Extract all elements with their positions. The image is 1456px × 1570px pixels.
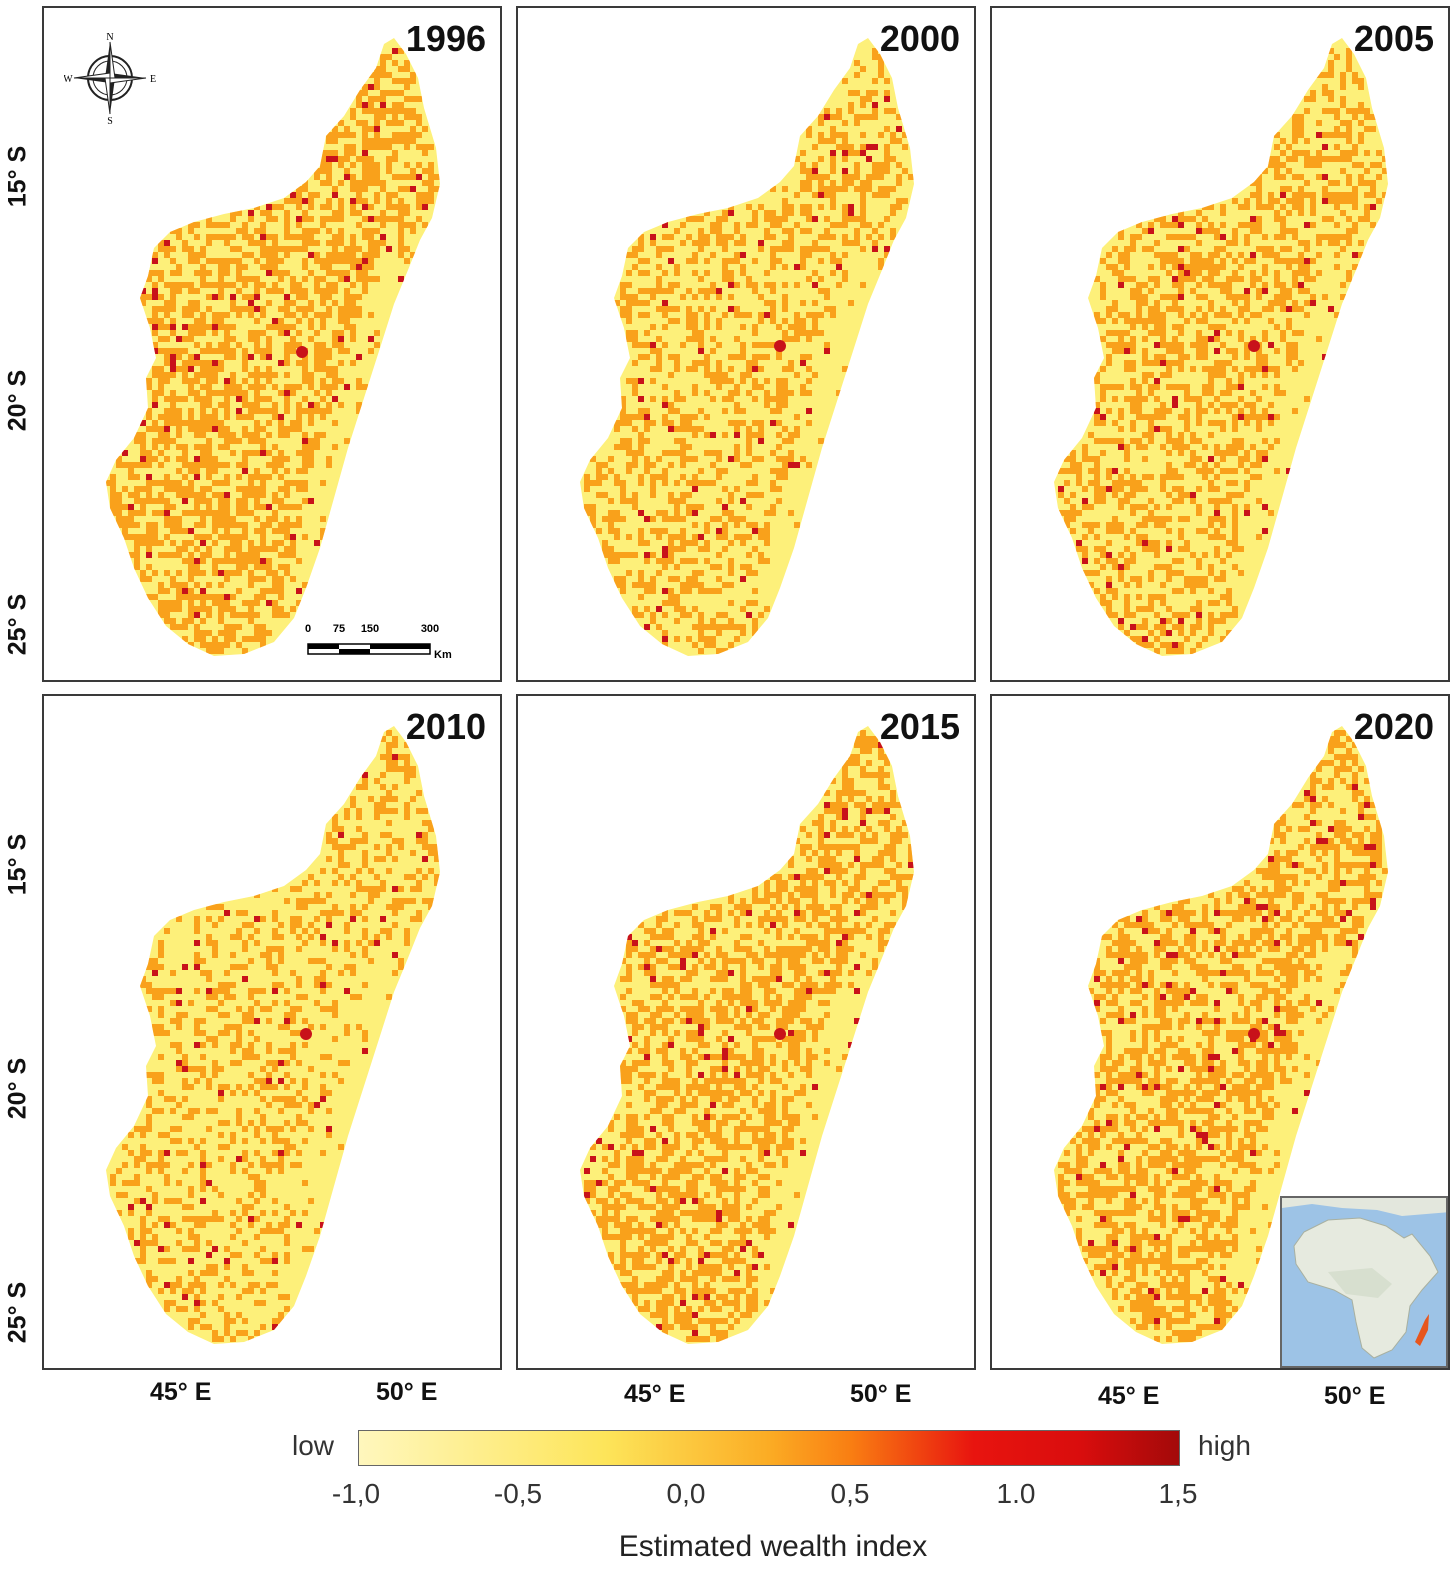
longitude-label: 50° E <box>376 1378 438 1406</box>
latitude-label: 20° S <box>3 369 32 432</box>
capital-hotspot <box>774 1028 786 1040</box>
compass-e: E <box>150 74 156 85</box>
latitude-label: 20° S <box>3 1057 32 1120</box>
madagascar-map <box>580 38 914 656</box>
legend-low-label: low <box>292 1430 335 1461</box>
compass-rose-icon: N S E W <box>64 32 156 124</box>
scale-unit: Km <box>434 649 452 661</box>
africa-locator-inset <box>1280 1196 1448 1368</box>
capital-hotspot <box>1248 1028 1260 1040</box>
panel-year: 2015 <box>879 706 960 747</box>
latitude-label: 15° S <box>3 145 32 208</box>
map-panel-1996: 1996 N S E W 0 75 150 300 Km <box>42 6 502 682</box>
panel-year: 1996 <box>405 18 486 59</box>
legend-tick: 0,5 <box>830 1478 870 1509</box>
panel-year: 2005 <box>1353 18 1434 59</box>
legend-title: Estimated wealth index <box>618 1530 928 1563</box>
latitude-label: 15° S <box>3 833 32 896</box>
panel-year: 2020 <box>1353 706 1434 747</box>
map-panel-2015: 2015 <box>516 694 976 1370</box>
madagascar-map <box>580 726 914 1344</box>
capital-hotspot <box>774 340 786 352</box>
wealth-raster <box>1058 48 1388 654</box>
madagascar-map <box>1054 38 1388 656</box>
longitude-label: 50° E <box>1324 1382 1386 1410</box>
capital-hotspot <box>300 1028 312 1040</box>
capital-hotspot <box>296 346 308 358</box>
compass-s: S <box>107 116 113 124</box>
panel-year: 2000 <box>879 18 960 59</box>
map-panel-2020: 2020 <box>990 694 1450 1370</box>
latitude-label: 25° S <box>3 593 32 656</box>
wealth-raster <box>110 730 440 1342</box>
panel-year: 2010 <box>405 706 486 747</box>
wealth-raster <box>584 48 914 654</box>
madagascar-map <box>106 38 440 656</box>
latitude-label: 25° S <box>3 1281 32 1344</box>
legend-tick: 0,0 <box>666 1478 706 1509</box>
africa-locator-map <box>1282 1198 1446 1366</box>
map-panel-2000: 2000 <box>516 6 976 682</box>
capital-hotspot <box>1248 340 1260 352</box>
wealth-raster <box>1058 730 1388 1342</box>
compass-n: N <box>106 32 113 43</box>
map-panel-2005: 2005 <box>990 6 1450 682</box>
scale-tick: 0 <box>305 623 311 635</box>
wealth-raster <box>584 730 914 1342</box>
map-panel-2010: 2010 <box>42 694 502 1370</box>
legend-tick: -1,0 <box>331 1478 381 1509</box>
legend-color-bar <box>358 1430 1180 1466</box>
legend-tick: 1,5 <box>1158 1478 1198 1509</box>
longitude-label: 50° E <box>850 1380 912 1408</box>
madagascar-map <box>1054 726 1388 1344</box>
legend-high-label: high <box>1198 1430 1251 1461</box>
scale-tick: 150 <box>361 623 379 635</box>
longitude-label: 45° E <box>1098 1382 1160 1410</box>
island-land <box>580 38 914 656</box>
longitude-label: 45° E <box>624 1380 686 1408</box>
wealth-raster <box>106 48 440 654</box>
longitude-label: 45° E <box>150 1378 212 1406</box>
madagascar-map <box>106 726 440 1344</box>
legend-tick: 1.0 <box>996 1478 1036 1509</box>
scale-bar: 0 75 150 300 Km <box>305 623 452 661</box>
scale-tick: 300 <box>421 623 439 635</box>
scale-tick: 75 <box>333 623 345 635</box>
legend-tick: -0,5 <box>493 1478 543 1509</box>
compass-w: W <box>64 74 73 85</box>
